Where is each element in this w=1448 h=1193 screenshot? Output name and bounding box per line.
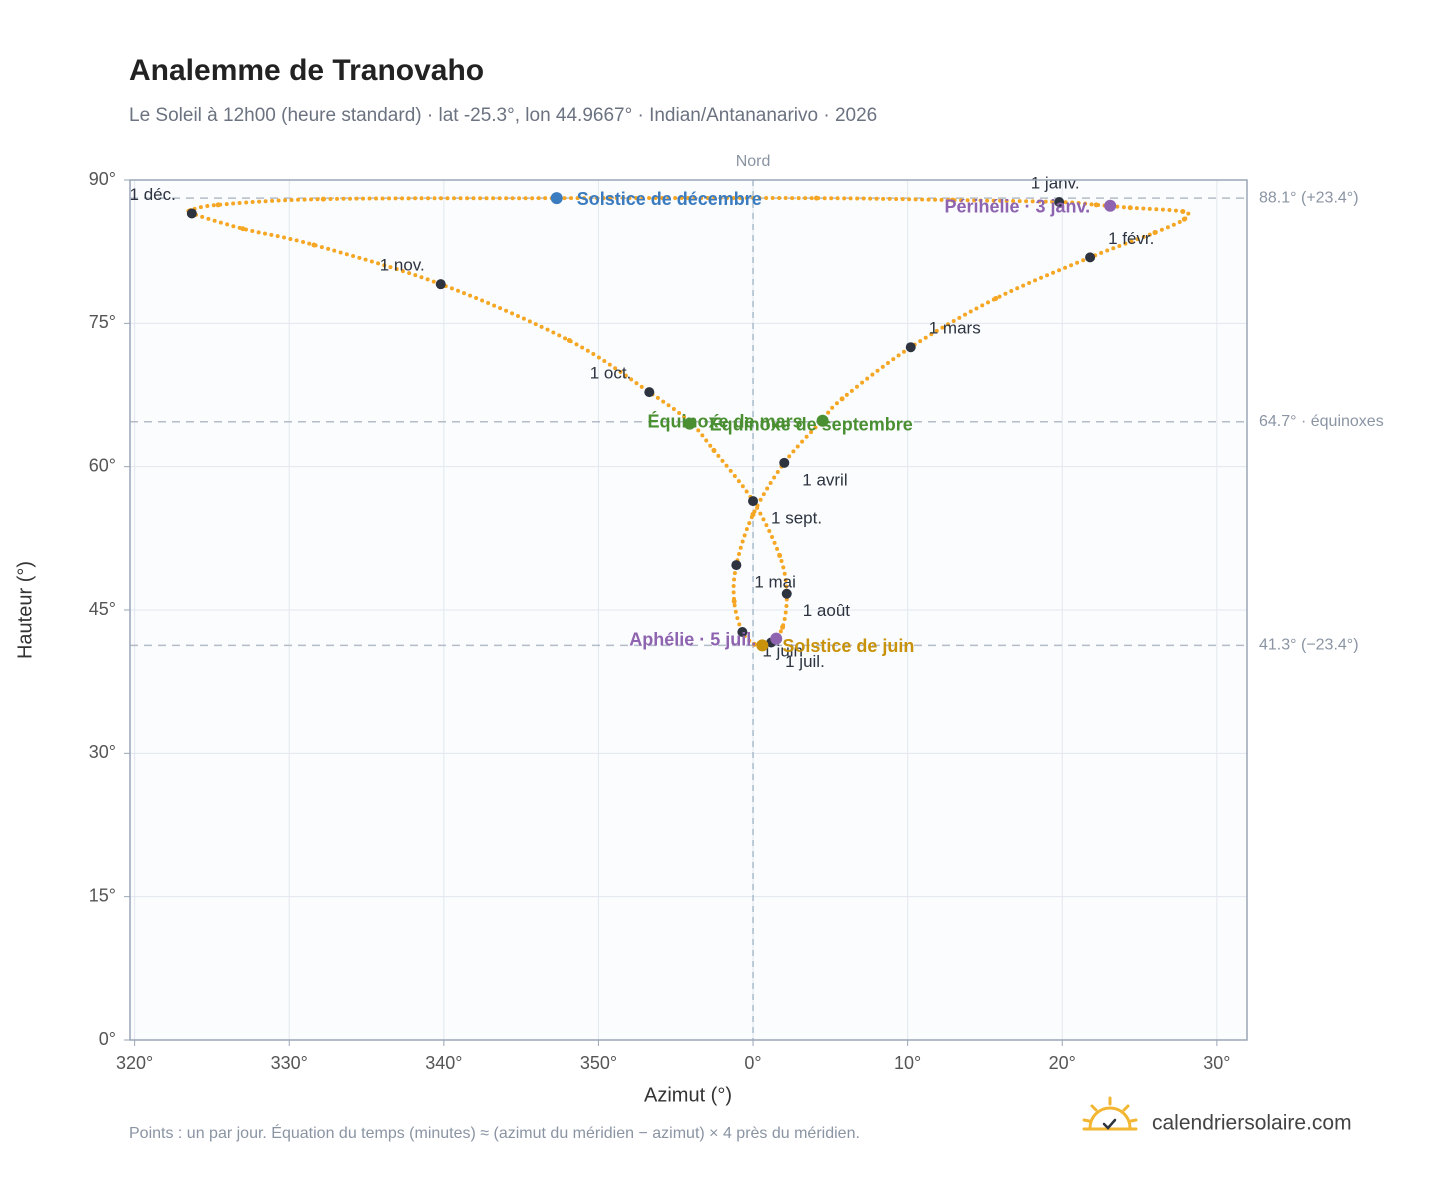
- y-tick-label: 90°: [89, 169, 116, 189]
- day-point: [839, 396, 845, 402]
- y-tick-label: 15°: [89, 885, 116, 905]
- day-point: [993, 295, 999, 301]
- x-tick-label: 350°: [580, 1053, 617, 1073]
- reference-label: 88.1° (+23.4°): [1259, 189, 1359, 206]
- month-label: 1 mars: [929, 319, 981, 338]
- day-point: [813, 195, 819, 201]
- title: Analemme de Tranovaho: [129, 54, 484, 87]
- event-label: Solstice de juin: [782, 636, 914, 656]
- event-marker: [770, 632, 783, 645]
- event-marker: [683, 417, 696, 430]
- x-tick-label: 0°: [744, 1053, 761, 1073]
- day-point: [1127, 205, 1133, 211]
- y-tick-label: 30°: [89, 742, 116, 762]
- day-point: [1180, 209, 1186, 215]
- reference-label: 64.7° · équinoxes: [1259, 413, 1384, 430]
- footer-note: Points : un par jour. Équation du temps …: [129, 1123, 860, 1142]
- month-marker: [186, 208, 197, 219]
- y-tick-label: 45°: [89, 599, 116, 619]
- month-label: 1 août: [803, 601, 851, 620]
- event-marker: [816, 414, 829, 427]
- month-label: 1 mai: [754, 573, 796, 592]
- month-marker: [748, 496, 759, 507]
- reference-label: 41.3° (−23.4°): [1259, 637, 1359, 654]
- north-label: Nord: [736, 153, 771, 170]
- y-tick-label: 0°: [99, 1029, 116, 1049]
- event-label: Équinoxe de septembre: [710, 413, 913, 434]
- day-point: [750, 511, 756, 517]
- day-point: [240, 226, 246, 232]
- x-tick-label: 10°: [894, 1053, 921, 1073]
- x-tick-label: 30°: [1203, 1053, 1230, 1073]
- month-label: 1 oct.: [590, 364, 632, 383]
- y-tick-label: 75°: [89, 312, 116, 332]
- event-marker: [550, 192, 563, 205]
- event-label: Aphélie · 5 juil.: [629, 629, 756, 649]
- event-marker: [1104, 199, 1117, 212]
- month-marker: [1085, 252, 1096, 263]
- month-marker: [731, 560, 742, 571]
- month-label: 1 juil.: [785, 652, 825, 671]
- day-point: [1093, 202, 1099, 208]
- brand: calendriersolaire.com: [1152, 1112, 1352, 1135]
- x-tick-label: 340°: [425, 1053, 462, 1073]
- month-label: 1 janv.: [1031, 173, 1080, 192]
- event-label: Solstice de décembre: [577, 189, 762, 209]
- month-label: 1 févr.: [1108, 229, 1154, 248]
- x-axis-label: Azimut (°): [644, 1084, 732, 1106]
- day-point: [780, 624, 786, 630]
- month-marker: [435, 279, 446, 290]
- x-tick-label: 320°: [116, 1053, 153, 1073]
- month-marker: [905, 342, 916, 353]
- day-point: [777, 553, 783, 559]
- month-label: 1 nov.: [380, 256, 425, 275]
- day-point: [566, 338, 572, 344]
- month-marker: [779, 457, 790, 468]
- month-marker: [781, 588, 792, 599]
- day-point: [215, 202, 221, 208]
- day-point: [711, 447, 717, 453]
- event-label: Périhélie · 3 janv.: [944, 197, 1090, 217]
- y-axis-label: Hauteur (°): [14, 561, 36, 659]
- y-tick-label: 60°: [89, 455, 116, 475]
- day-point: [731, 598, 737, 604]
- x-tick-label: 330°: [271, 1053, 308, 1073]
- event-marker: [756, 639, 769, 652]
- day-point: [949, 197, 955, 203]
- month-label: 1 sept.: [771, 509, 822, 528]
- month-marker: [737, 626, 748, 637]
- day-point: [1181, 216, 1187, 222]
- day-point: [1152, 230, 1158, 236]
- day-point: [311, 242, 317, 248]
- subtitle: Le Soleil à 12h00 (heure standard) · lat…: [129, 105, 877, 126]
- brand-icon: [1082, 1096, 1138, 1131]
- x-tick-label: 20°: [1049, 1053, 1076, 1073]
- month-marker: [644, 387, 655, 398]
- day-point: [751, 641, 757, 647]
- month-marker: [1054, 196, 1065, 207]
- day-point: [320, 196, 326, 202]
- month-label: 1 avril: [802, 470, 847, 489]
- month-label: 1 déc.: [130, 185, 176, 204]
